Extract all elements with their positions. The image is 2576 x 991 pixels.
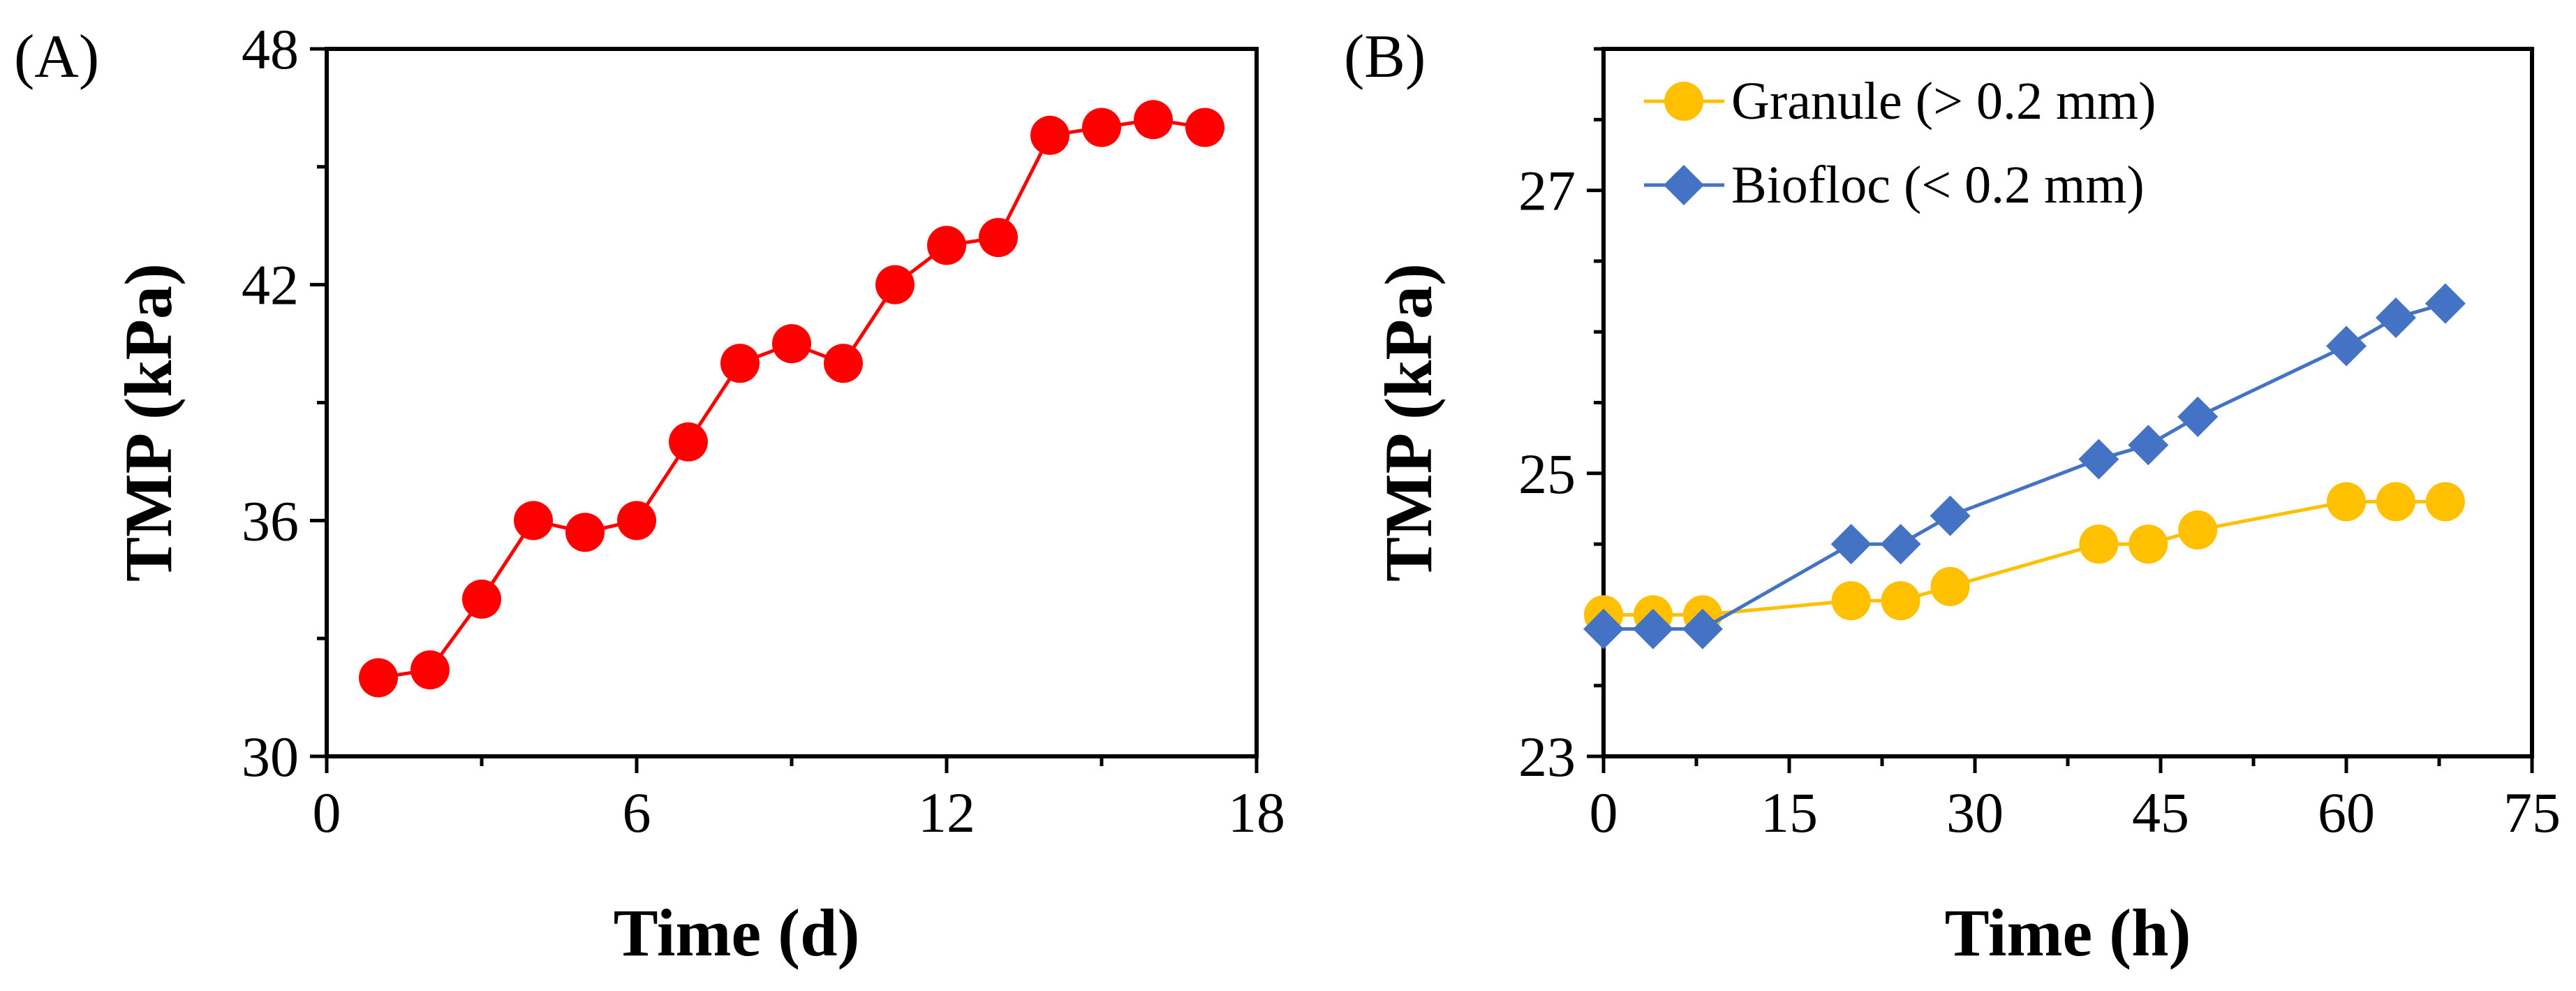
- panel-a-series-0-point: [410, 650, 450, 690]
- panel-b-series-1-point: [1930, 495, 1971, 536]
- panel-a-series-0-point: [720, 344, 760, 383]
- panel-a-y-axis-title: TMP (kPa): [111, 263, 186, 582]
- panel-b-x-tick-label: 15: [1761, 781, 1818, 844]
- panel-a: (A) Time (d) TMP (kPa) 0 6 12 18 30 36 42 48: [14, 17, 1285, 970]
- panel-b-x-tick-label: 75: [2503, 781, 2561, 844]
- panel-b-y-tick-label: 23: [1518, 725, 1576, 788]
- panel-a-series-0-point: [927, 226, 966, 265]
- panel-a-series-0-point: [669, 422, 708, 462]
- panel-b-y-tick-label: 27: [1518, 159, 1576, 223]
- panel-a-series-0-point: [875, 265, 915, 304]
- panel-b-series-0-point: [2376, 482, 2415, 522]
- panel-b-series-1-point: [1632, 608, 1673, 649]
- panel-b-y-tick-label: 25: [1518, 442, 1576, 506]
- panel-a-series-0-point: [824, 344, 863, 383]
- panel-b-series-0-point: [1930, 566, 1970, 606]
- panel-a-series-0-point: [772, 324, 811, 364]
- panel-a-series-0-point: [359, 658, 398, 698]
- panel-b-x-tick-label: 45: [2132, 781, 2189, 844]
- legend-granule-label: Granule (> 0.2 mm): [1731, 72, 2156, 131]
- panel-a-x-axis-title: Time (d): [614, 895, 860, 970]
- panel-b-series-1-point: [2177, 396, 2219, 437]
- panel-a-plot-area: [325, 47, 1259, 758]
- panel-b-x-axis-title: Time (h): [1945, 895, 2191, 970]
- panel-b-series-0-line: [1604, 499, 2445, 617]
- panel-a-x-tick-label: 6: [623, 781, 651, 844]
- panel-b-series-1-point: [2326, 325, 2367, 367]
- panel-b-series-0-point: [1831, 581, 1871, 621]
- panel-b-series-1-point: [2375, 297, 2416, 338]
- panel-b-plot-area: [1601, 47, 2534, 758]
- legend: Granule (> 0.2 mm) Biofloc (< 0.2 mm): [1644, 72, 2156, 214]
- panel-a-series-0-point: [462, 579, 501, 619]
- panel-b-x-tick-label: 0: [1590, 781, 1618, 844]
- panel-a-series-0-point: [1082, 108, 1121, 147]
- panel-b-series-1-point: [2078, 439, 2119, 480]
- panel-a-series-0-point: [1185, 108, 1224, 147]
- panel-a-x-tick-label: 18: [1228, 781, 1285, 844]
- panel-b-series-0-point: [2079, 524, 2119, 564]
- panel-b-series-0-point: [2327, 482, 2366, 522]
- panel-b-series-1-point: [2128, 425, 2169, 466]
- panel-b-series-0-point: [2178, 510, 2218, 550]
- panel-b-series-1-point: [1682, 608, 1723, 649]
- panel-b-y-axis-title: TMP (kPa): [1371, 263, 1446, 582]
- panel-a-y-tick-label: 48: [242, 17, 299, 81]
- panel-b-series-0-point: [2129, 524, 2168, 564]
- panel-a-series-0-point: [617, 501, 656, 541]
- legend-biofloc-marker: [1664, 165, 1704, 205]
- panel-a-series-0-line: [378, 117, 1206, 680]
- panel-a-label: (A): [14, 23, 99, 91]
- panel-a-y-tick-label: 42: [242, 254, 299, 317]
- panel-a-series-0-point: [979, 218, 1018, 258]
- panel-a-series-0-point: [514, 501, 553, 541]
- panel-b-x-tick-label: 30: [1946, 781, 2004, 844]
- panel-b-label: (B): [1344, 23, 1426, 91]
- panel-a-series-0-point: [565, 513, 605, 552]
- panel-b-series-1-point: [1880, 524, 1921, 565]
- panel-a-y-tick-label: 30: [242, 725, 299, 788]
- panel-b-series-1-point: [2425, 283, 2466, 324]
- panel-b-series-1-point: [1830, 524, 1872, 565]
- panel-a-series-0-point: [1030, 115, 1069, 155]
- panel-a-series-0-point: [1134, 100, 1173, 140]
- panel-b-series-0-point: [2425, 482, 2465, 522]
- panel-a-y-tick-label: 36: [242, 489, 299, 552]
- panel-b: (B) Time (h) TMP (kPa) Granule (> 0.2 mm…: [1344, 23, 2561, 970]
- panel-b-series-0-point: [1881, 581, 1920, 621]
- legend-granule-marker: [1664, 82, 1703, 121]
- legend-biofloc-label: Biofloc (< 0.2 mm): [1731, 156, 2145, 214]
- panel-a-x-tick-label: 12: [918, 781, 975, 844]
- panel-b-series-1-line: [1604, 302, 2446, 631]
- panel-b-x-tick-label: 60: [2318, 781, 2375, 844]
- panel-b-series-1-point: [1583, 608, 1624, 649]
- panel-a-x-tick-label: 0: [313, 781, 341, 844]
